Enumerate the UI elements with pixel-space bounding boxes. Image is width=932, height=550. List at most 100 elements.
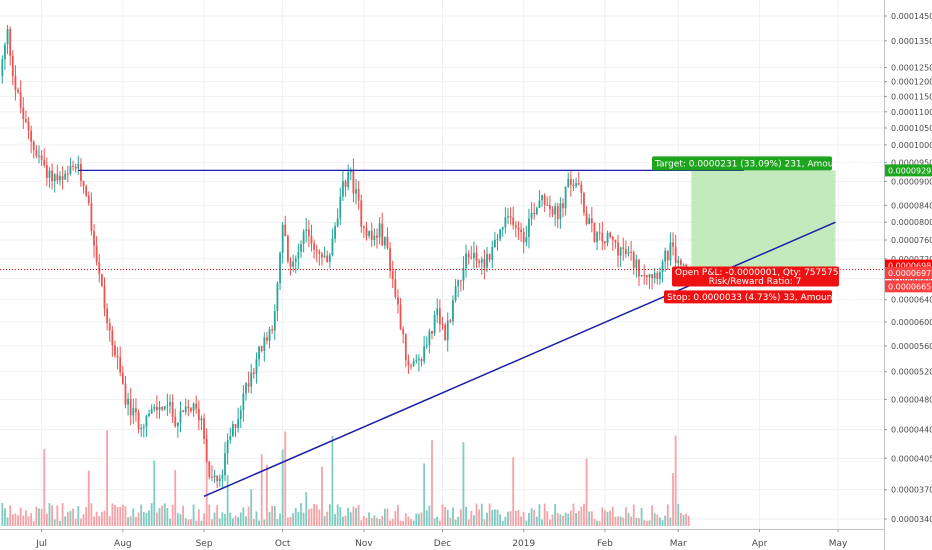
volume-bar xyxy=(279,513,281,526)
stop-price-tag-box xyxy=(885,280,932,293)
candle-up xyxy=(268,329,271,341)
candle-down xyxy=(45,165,48,178)
candle-up xyxy=(292,261,295,267)
volume-bar xyxy=(140,504,143,526)
candle-up xyxy=(179,410,182,423)
candle-down xyxy=(30,130,33,142)
candle-down xyxy=(577,183,580,185)
x-tick-label: 2019 xyxy=(512,539,535,549)
volume-bar xyxy=(292,513,295,526)
stop-label: Stop: 0.0000033 (4.73%) 33, Amount: 750 xyxy=(667,293,859,303)
volume-bar xyxy=(459,509,462,526)
volume-bar xyxy=(617,516,619,526)
volume-bar xyxy=(546,511,549,526)
x-tick-label: Nov xyxy=(355,539,373,549)
volume-bar xyxy=(562,515,564,526)
candle-up xyxy=(53,174,56,182)
volume-bar xyxy=(218,518,221,526)
candle-down xyxy=(611,236,614,240)
candle-up xyxy=(677,260,680,263)
y-tick-label: 0.0001100 xyxy=(891,108,932,117)
volume-bar xyxy=(397,505,399,526)
volume-bar xyxy=(100,512,103,526)
candle-down xyxy=(9,29,12,56)
candle-down xyxy=(410,365,412,367)
candle-up xyxy=(300,244,302,252)
candle-up xyxy=(627,252,630,254)
candle-down xyxy=(27,121,30,131)
candle-up xyxy=(38,155,40,157)
volume-bar xyxy=(27,516,30,526)
volume-bar xyxy=(72,508,74,526)
volume-bar xyxy=(323,516,326,526)
candle-up xyxy=(231,424,234,437)
volume-bar xyxy=(268,512,271,526)
volume-bar xyxy=(211,519,213,526)
volume-bar xyxy=(677,503,680,526)
candle-up xyxy=(281,224,284,253)
candle-up xyxy=(575,183,577,187)
x-tick-label: Apr xyxy=(752,539,768,549)
stop-price-tag: 0.0000665 xyxy=(888,282,931,291)
volume-bar xyxy=(381,516,384,526)
candle-down xyxy=(598,232,601,234)
volume-bar xyxy=(171,504,174,526)
volume-bar xyxy=(645,520,648,526)
volume-bar xyxy=(493,509,496,526)
volume-bar xyxy=(179,514,182,526)
volume-bar xyxy=(56,505,59,526)
volume-bar xyxy=(664,515,667,526)
volume-bar xyxy=(331,435,334,526)
volume-bar xyxy=(656,514,659,526)
volume-bar xyxy=(59,520,61,526)
candle-down xyxy=(90,203,93,232)
candle-down xyxy=(672,242,674,247)
volume-bar xyxy=(672,473,674,526)
candle-down xyxy=(307,229,310,237)
volume-bar xyxy=(391,518,394,526)
x-axis: Jul Aug Sep Oct Nov Dec 2019 Feb Mar Apr May xyxy=(35,529,848,549)
candle-down xyxy=(376,235,378,238)
volume-bar xyxy=(480,503,483,526)
volume-bar xyxy=(669,517,672,526)
volume-bar xyxy=(192,504,195,526)
candle-up xyxy=(496,238,499,240)
candle-up xyxy=(59,176,61,181)
volume-bar xyxy=(111,503,114,526)
volume-bar xyxy=(530,508,533,526)
candle-down xyxy=(271,329,274,331)
volume-bar xyxy=(355,507,357,526)
volume-bar xyxy=(564,512,567,526)
volume-bar xyxy=(525,520,528,526)
y-tick-label: 0.0000560 xyxy=(891,342,932,351)
volume-bar xyxy=(428,505,431,526)
volume-bar xyxy=(289,516,292,526)
candle-up xyxy=(606,232,609,244)
volume-bar xyxy=(315,504,318,526)
volume-bar xyxy=(512,457,515,526)
volume-bar xyxy=(158,508,161,526)
y-tick-label: 0.0001150 xyxy=(891,92,932,101)
volume-bar xyxy=(386,508,389,526)
candle-down xyxy=(386,236,389,248)
volume-bar xyxy=(444,507,446,526)
volume-bar xyxy=(528,513,530,526)
volume-bar xyxy=(433,518,436,526)
candle-up xyxy=(69,165,72,174)
volume-bar xyxy=(127,517,129,526)
volume-bar xyxy=(45,513,48,526)
volume-bar xyxy=(596,520,598,526)
volume-bar xyxy=(224,514,226,526)
candle-down xyxy=(381,223,384,246)
candle-down xyxy=(119,357,122,373)
volume-bar xyxy=(87,470,90,526)
volume-bar xyxy=(360,520,363,526)
y-axis: 0.0001450 0.0001350 0.0001250 0.0001200 0.00… xyxy=(884,12,932,524)
candle-up xyxy=(132,408,135,416)
candle-down xyxy=(645,275,648,278)
candle-down xyxy=(362,226,365,229)
candle-down xyxy=(247,383,250,387)
candle-down xyxy=(352,170,355,194)
volume-bar xyxy=(281,449,284,526)
